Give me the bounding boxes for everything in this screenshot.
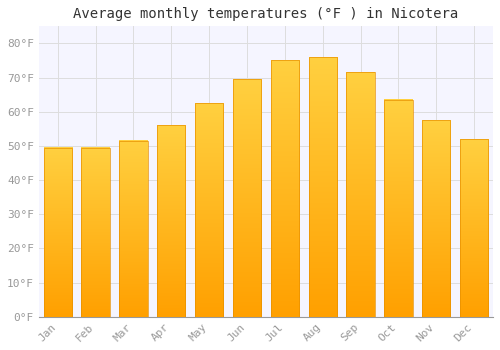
Bar <box>44 148 72 317</box>
Bar <box>157 125 186 317</box>
Bar <box>233 79 261 317</box>
Bar <box>82 148 110 317</box>
Title: Average monthly temperatures (°F ) in Nicotera: Average monthly temperatures (°F ) in Ni… <box>74 7 458 21</box>
Bar <box>422 120 450 317</box>
Bar <box>460 139 488 317</box>
Bar <box>384 100 412 317</box>
Bar <box>346 72 375 317</box>
Bar <box>308 57 337 317</box>
Bar <box>195 103 224 317</box>
Bar <box>119 141 148 317</box>
Bar <box>270 61 299 317</box>
